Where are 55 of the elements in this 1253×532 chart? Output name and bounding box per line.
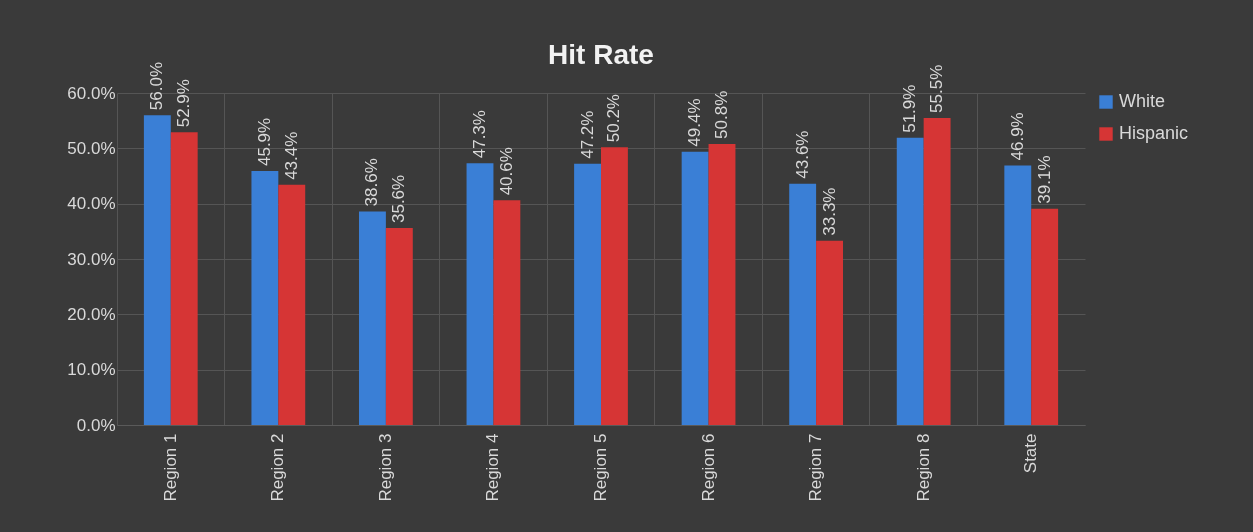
bar <box>278 184 306 425</box>
data-label: 50.8% <box>712 90 731 139</box>
x-tick-label: Region 2 <box>268 433 288 502</box>
x-tick-label: Region 4 <box>483 433 503 502</box>
data-label: 50.2% <box>604 94 624 143</box>
y-tick-label: 30.0% <box>67 249 116 269</box>
bar <box>251 171 279 425</box>
bar <box>816 240 843 425</box>
data-label: 45.9% <box>254 117 274 167</box>
bar <box>708 143 736 425</box>
x-tick-label: Region 8 <box>913 433 933 502</box>
data-label: 40.6% <box>496 147 516 196</box>
x-tick-label: Region 7 <box>806 433 826 502</box>
data-label: 51.9% <box>900 84 920 133</box>
bar <box>385 228 413 425</box>
data-label: 52.9% <box>174 79 194 128</box>
data-label: 56.0% <box>147 61 167 111</box>
data-label: 43.4% <box>281 131 301 180</box>
data-label: 35.6% <box>389 174 409 224</box>
bar <box>789 183 817 425</box>
bar <box>574 163 601 425</box>
data-label: 39.1% <box>1034 155 1054 204</box>
bar <box>466 163 494 425</box>
bar <box>681 151 709 425</box>
chart-title: Hit Rate <box>548 38 654 70</box>
bar <box>143 115 171 425</box>
data-label: 43.6% <box>792 130 812 179</box>
data-label: 47.3% <box>470 110 489 159</box>
data-label: 55.5% <box>927 64 947 113</box>
bar <box>923 117 951 425</box>
y-tick-label: 40.0% <box>67 194 116 214</box>
data-label: 49.4% <box>685 98 705 147</box>
bar <box>493 200 521 425</box>
legend-label: White <box>1119 91 1166 111</box>
bar <box>601 147 628 425</box>
bar <box>896 137 924 425</box>
data-label: 47.2% <box>577 110 597 159</box>
y-tick-label: 50.0% <box>67 138 116 158</box>
y-tick-label: 0.0% <box>76 415 116 435</box>
x-tick-label: Region 3 <box>375 433 395 502</box>
x-tick-label: Region 5 <box>591 433 610 502</box>
x-tick-label: Region 6 <box>698 433 718 502</box>
legend-label: Hispanic <box>1119 123 1189 143</box>
bar <box>1031 208 1059 425</box>
x-tick-label: Region 1 <box>160 433 180 502</box>
bar <box>359 211 386 425</box>
x-tick-label: State <box>1021 433 1041 474</box>
y-tick-label: 10.0% <box>67 360 116 380</box>
data-label: 46.9% <box>1007 112 1027 161</box>
data-label: 38.6% <box>362 158 382 207</box>
y-tick-label: 60.0% <box>67 83 116 103</box>
y-tick-label: 20.0% <box>67 304 116 324</box>
bar <box>1004 165 1032 425</box>
data-label: 33.3% <box>819 187 839 236</box>
bar <box>170 132 198 425</box>
